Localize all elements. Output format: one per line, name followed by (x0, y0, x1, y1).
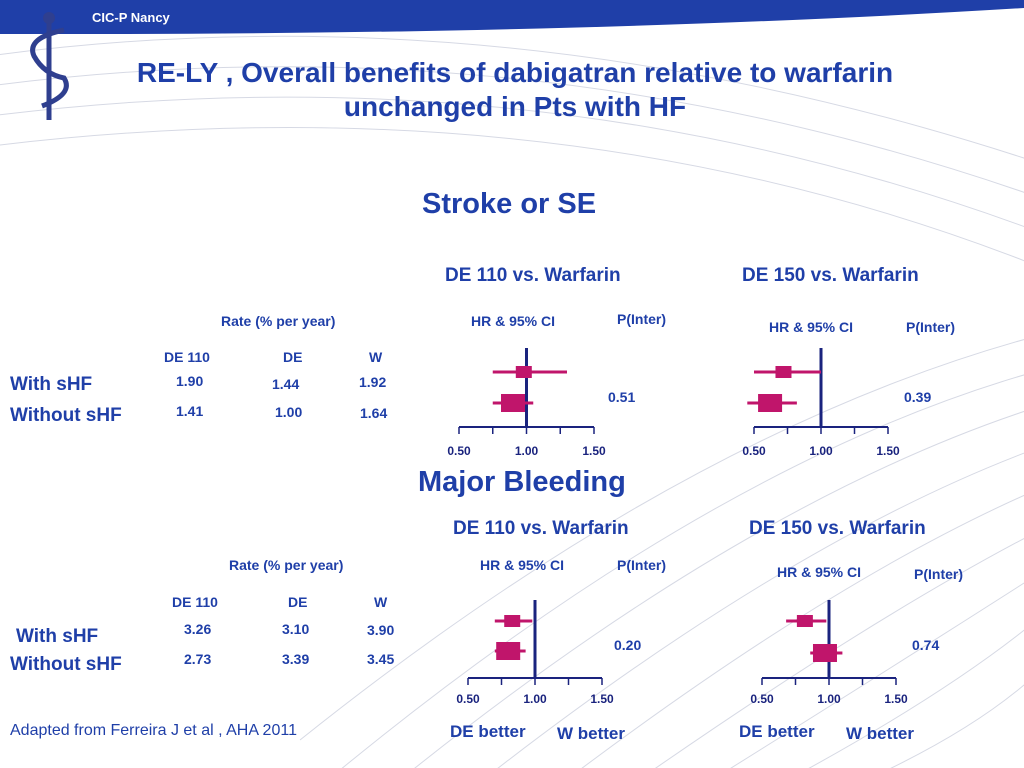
p-header: P(Inter) (617, 557, 666, 573)
rate-value: 3.39 (282, 651, 310, 667)
column-header: DE (283, 349, 303, 365)
org-label: CIC-P Nancy (92, 10, 170, 25)
w-better-label: W better (846, 724, 914, 743)
x-tick-label: 0.50 (456, 692, 480, 706)
column-header: W (374, 594, 388, 610)
p-value: 0.51 (608, 389, 636, 405)
row-label: With sHF (16, 626, 99, 647)
hr-marker (504, 615, 521, 627)
section-title-stroke: Stroke or SE (422, 188, 597, 220)
hr-header: HR & 95% CI (769, 319, 854, 335)
hr-marker (758, 394, 783, 412)
comparison-label: DE 110 vs. Warfarin (453, 518, 629, 539)
hr-header: HR & 95% CI (480, 557, 565, 573)
hr-marker (775, 366, 792, 378)
hr-marker (796, 615, 813, 627)
x-tick-label: 1.50 (884, 692, 908, 706)
rate-value: 1.92 (359, 374, 387, 390)
page-title: RE-LY , Overall benefits of dabigatran r… (136, 57, 894, 122)
x-tick-label: 0.50 (742, 444, 766, 458)
rate-header: Rate (% per year) (229, 557, 344, 573)
row-label: Without sHF (10, 654, 122, 675)
p-value: 0.74 (912, 637, 940, 653)
p-header: P(Inter) (617, 311, 666, 327)
x-tick-label: 1.00 (523, 692, 547, 706)
hr-marker (501, 394, 525, 412)
x-tick-label: 1.00 (515, 444, 539, 458)
de-better-label: DE better (450, 722, 526, 741)
rate-value: 1.90 (176, 373, 204, 389)
logo-icon (30, 12, 69, 120)
column-header: DE (288, 594, 308, 610)
x-tick-label: 1.50 (590, 692, 614, 706)
hr-marker (496, 642, 521, 660)
column-header: DE 110 (172, 594, 218, 610)
column-header: DE 110 (164, 349, 210, 365)
x-tick-label: 1.00 (809, 444, 833, 458)
x-tick-label: 0.50 (447, 444, 471, 458)
rate-value: 2.73 (184, 651, 212, 667)
rate-value: 3.90 (367, 622, 395, 638)
p-value: 0.39 (904, 389, 932, 405)
x-tick-label: 1.50 (582, 444, 606, 458)
rate-value: 1.44 (272, 376, 300, 392)
p-header: P(Inter) (914, 566, 963, 582)
rate-value: 1.41 (176, 403, 204, 419)
w-better-label: W better (557, 724, 625, 743)
rate-value: 1.64 (360, 405, 388, 421)
rate-value: 3.26 (184, 621, 212, 637)
hr-header: HR & 95% CI (471, 313, 556, 329)
p-value: 0.20 (614, 637, 642, 653)
comparison-label: DE 110 vs. Warfarin (445, 265, 621, 286)
comparison-label: DE 150 vs. Warfarin (749, 518, 926, 539)
p-header: P(Inter) (906, 319, 955, 335)
de-better-label: DE better (739, 722, 815, 741)
x-tick-label: 1.00 (817, 692, 841, 706)
rate-value: 3.45 (367, 651, 395, 667)
header-bar (0, 0, 1024, 34)
x-tick-label: 1.50 (876, 444, 900, 458)
hr-marker (812, 644, 837, 662)
row-label: Without sHF (10, 405, 122, 426)
citation: Adapted from Ferreira J et al , AHA 2011 (10, 722, 297, 739)
rate-header: Rate (% per year) (221, 313, 336, 329)
section-title-bleeding: Major Bleeding (418, 466, 626, 498)
row-label: With sHF (10, 374, 93, 395)
x-tick-label: 0.50 (750, 692, 774, 706)
hr-marker (515, 366, 532, 378)
comparison-label: DE 150 vs. Warfarin (742, 265, 919, 286)
hr-header: HR & 95% CI (777, 564, 862, 580)
rate-value: 3.10 (282, 621, 310, 637)
column-header: W (369, 349, 383, 365)
rate-value: 1.00 (275, 404, 303, 420)
